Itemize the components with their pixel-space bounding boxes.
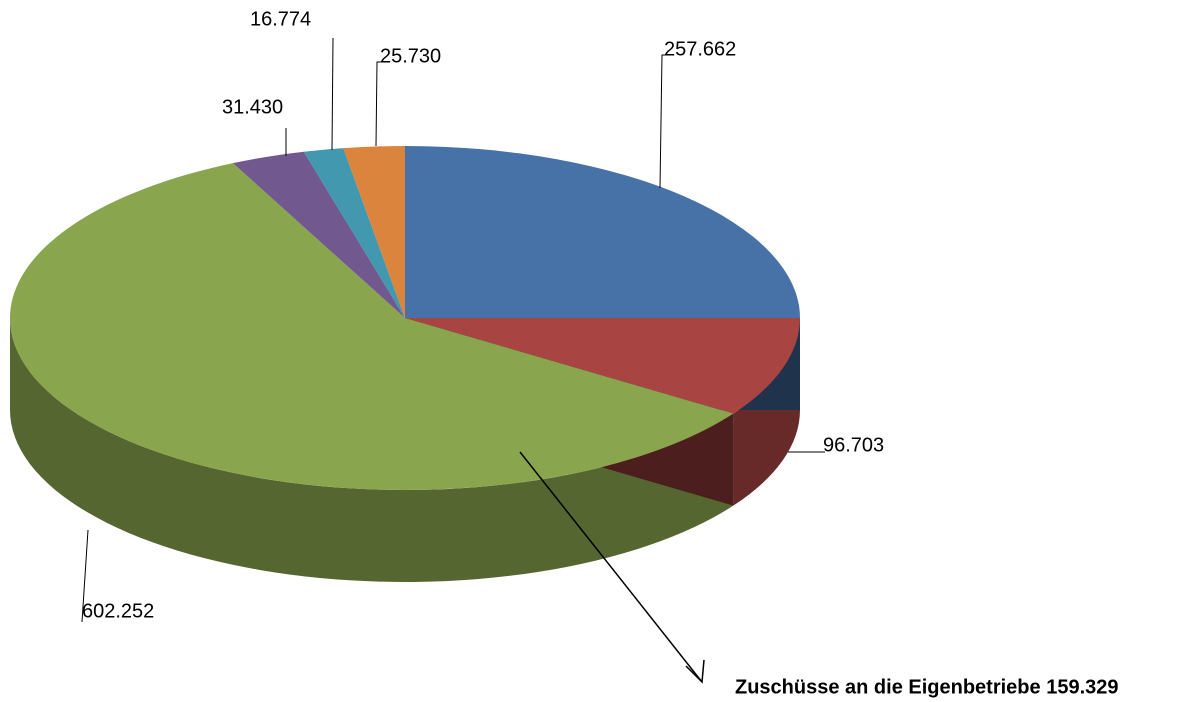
annotation-arrowhead [685,659,705,684]
pie-slice [10,163,734,490]
annotation-arrow [519,451,703,683]
leader-line [375,61,382,147]
pie-slice [405,146,800,319]
pie-slice [343,146,405,318]
pie-tops [10,146,800,490]
pie-side [10,318,734,582]
leader-line [81,529,89,623]
pie-side [733,318,800,506]
data-label: 257.662 [664,38,736,60]
data-label: 25.730 [380,45,441,67]
data-label: 16.774 [250,8,311,30]
data-label: 31.430 [222,96,283,118]
pie-slice [405,318,800,414]
data-label: 96.703 [823,434,884,456]
data-label: 602.252 [82,600,154,622]
leader-line [659,54,670,189]
pie-slice [303,148,405,318]
annotation: Zuschüsse an die Eigenbetriebe 159.329 [735,676,1119,698]
pie-slice [232,151,405,318]
leader-line [331,37,334,151]
